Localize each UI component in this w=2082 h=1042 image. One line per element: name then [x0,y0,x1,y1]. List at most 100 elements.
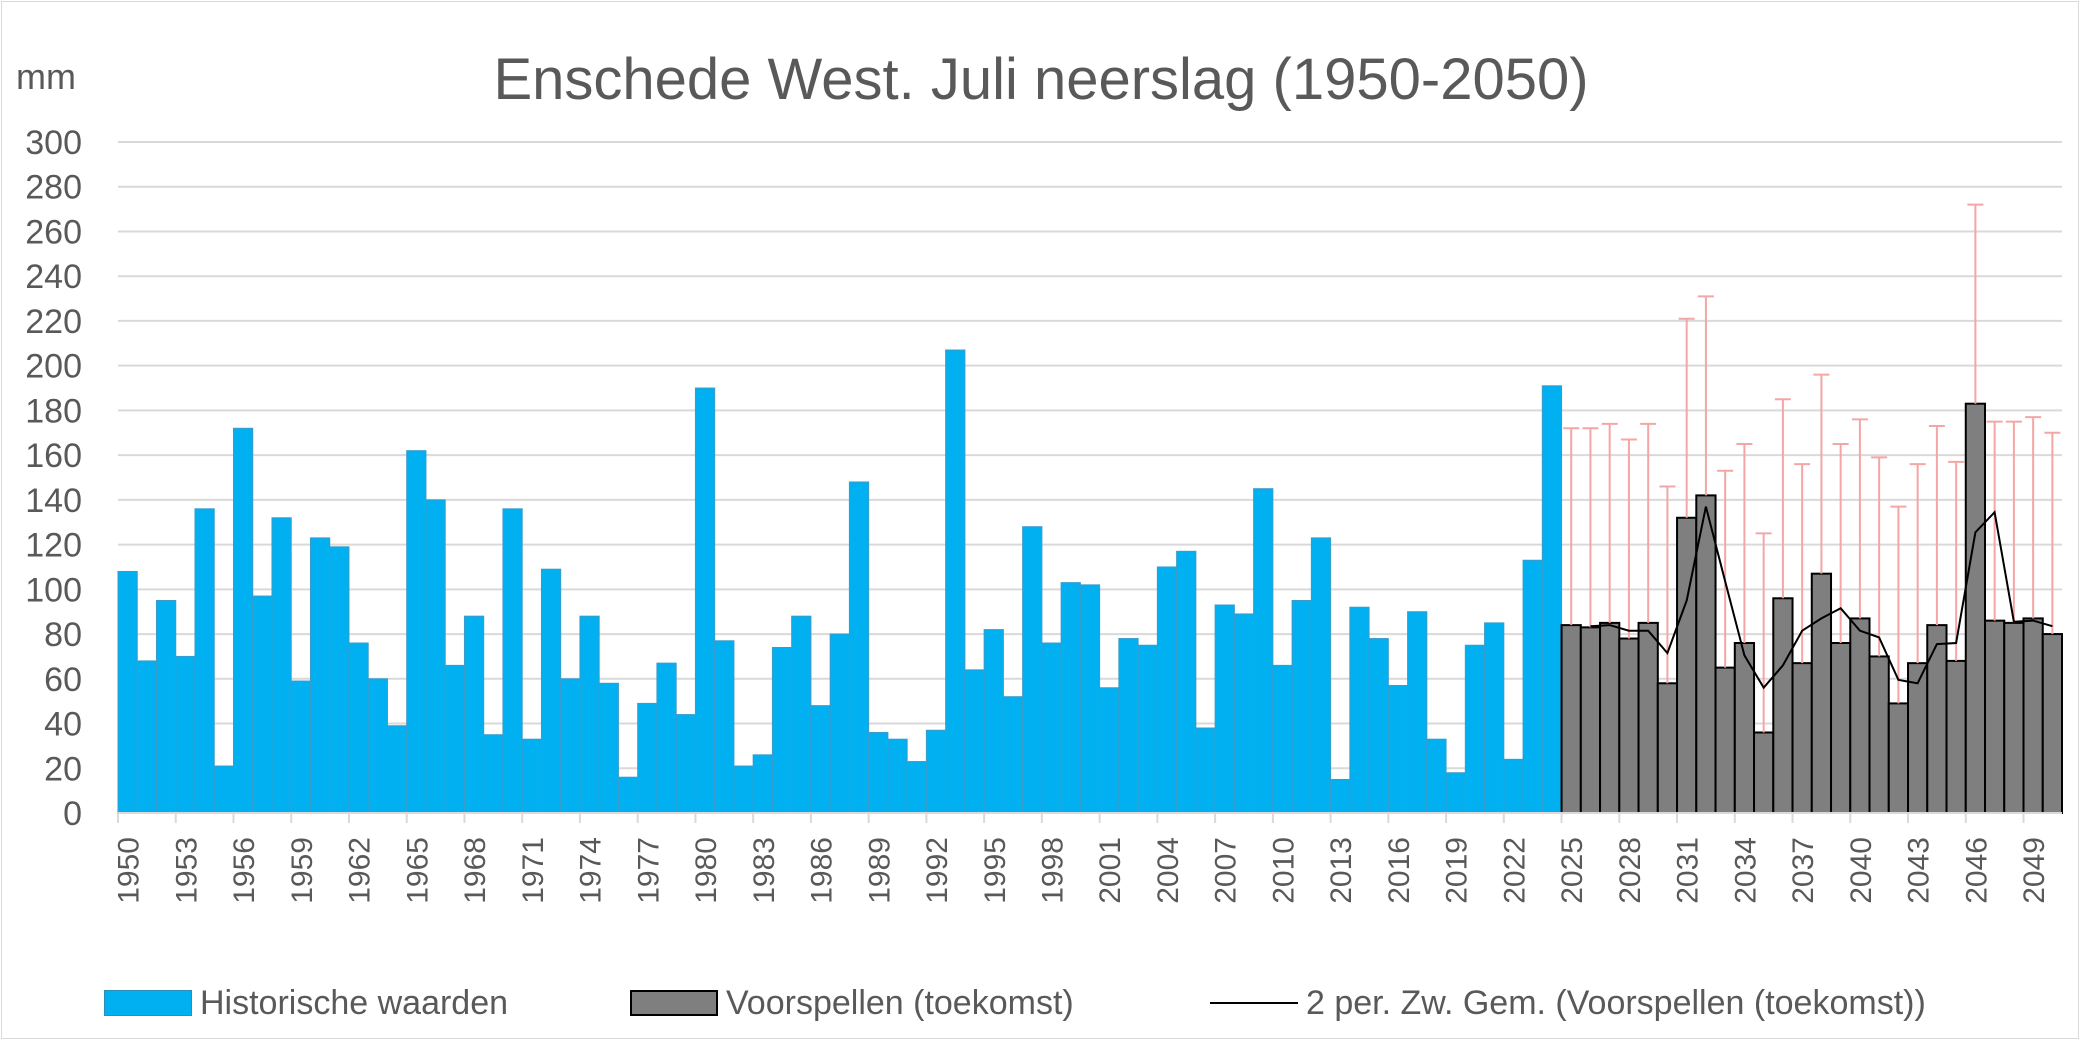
legend-item-moving-average: 2 per. Zw. Gem. (Voorspellen (toekomst)) [1210,978,1926,1028]
x-tick-label: 1983 [748,837,781,904]
y-tick-label: 260 [25,213,82,251]
bar-historical [483,734,504,814]
bar-historical [1310,537,1332,814]
bar-historical [964,669,985,814]
bar-forecast [1868,655,1890,815]
x-tick-label: 2049 [2018,837,2051,904]
bar-forecast [2022,617,2044,814]
bar-historical [1156,566,1178,814]
bar-historical [1272,664,1293,814]
x-tick-label: 2001 [1094,837,1127,904]
y-tick-label: 160 [25,437,82,475]
bar-historical [983,629,1004,814]
x-tick-label: 1956 [228,837,261,904]
bar-forecast [1579,626,1602,815]
bar-historical [637,702,658,814]
x-tick-label: 2019 [1441,837,1474,904]
x-tick-label: 2013 [1325,837,1358,904]
y-tick-label: 100 [25,571,82,609]
legend-item-historical: Historische waarden [104,978,508,1028]
bar-historical [1233,613,1255,814]
bar-historical [752,754,773,814]
x-tick-label: 1986 [806,837,839,904]
bar-historical [1176,550,1197,814]
bar-forecast [1984,619,2006,814]
y-tick-label: 20 [44,750,82,788]
bar-historical [1464,644,1486,814]
x-tick-label: 1977 [632,837,665,904]
bar-forecast [1772,597,1794,815]
bar-historical [791,615,812,814]
x-tick-label: 2031 [1672,837,1705,904]
y-tick-label: 140 [25,482,82,520]
x-tick-label: 2016 [1383,837,1416,904]
x-tick-label: 1998 [1037,837,1070,904]
legend-line-moving-average [1210,1002,1298,1004]
bar-historical [463,615,485,814]
legend-label-historical: Historische waarden [200,983,509,1022]
bar-historical [560,678,581,814]
bar-historical [579,615,600,814]
bar-historical [1060,582,1081,814]
bar-historical [925,729,947,814]
legend: Historische waarden Voorspellen (toekoms… [0,978,2082,1028]
bar-historical [1002,696,1024,814]
bar-forecast [1637,621,1659,815]
bar-historical [213,765,234,814]
bar-historical [406,450,427,814]
bar-historical [1426,738,1447,814]
x-tick-label: 1980 [690,837,723,904]
x-tick-label: 1974 [575,837,608,904]
y-tick-label: 220 [25,303,82,341]
y-tick-label: 300 [25,124,82,162]
x-tick-label: 2037 [1787,837,1820,904]
bar-historical [1291,600,1312,814]
bar-historical [848,481,870,814]
bar-historical [540,568,562,814]
legend-label-forecast: Voorspellen (toekomst) [726,983,1074,1022]
bar-historical [1484,622,1505,814]
bar-historical [155,600,177,814]
moving-average-line [1590,506,2053,690]
bar-historical [521,738,542,814]
bar-historical [1330,778,1351,814]
bar-historical [329,546,350,814]
bar-forecast [1656,682,1679,814]
bar-historical [887,738,908,814]
bar-historical [117,570,138,814]
bar-forecast [1926,624,1948,814]
bar-historical [1503,758,1524,814]
x-tick-label: 2046 [1960,837,1993,904]
bar-historical [1195,727,1216,814]
x-tick-label: 2004 [1152,837,1185,904]
bar-historical [1079,584,1101,814]
x-tick-label: 2007 [1210,837,1243,904]
bar-historical [502,508,523,814]
bar-historical [656,662,677,814]
bar-historical [290,680,311,814]
legend-swatch-forecast [630,990,718,1016]
bar-historical [906,761,927,814]
y-tick-label: 280 [25,169,82,207]
bar-historical [868,731,889,814]
bar-historical [810,705,831,814]
bar-historical [1137,644,1158,814]
bar-historical [309,537,331,814]
bar-historical [1022,526,1043,814]
x-tick-label: 2025 [1556,837,1589,904]
bar-forecast [1714,666,1736,814]
bar-historical [136,660,157,814]
x-tick-label: 1950 [113,837,146,904]
bar-historical [1368,638,1389,814]
bar-historical [386,725,408,814]
bar-historical [175,655,196,814]
chart-title: Enschede West. Juli neerslag (1950-2050) [493,47,1589,112]
x-tick-label: 1995 [979,837,1012,904]
bar-forecast [1791,662,1813,814]
bar-historical [1522,559,1543,814]
bar-historical [733,765,754,814]
bar-historical [1445,772,1466,814]
bar-historical [617,776,639,814]
bar-historical [271,517,292,814]
